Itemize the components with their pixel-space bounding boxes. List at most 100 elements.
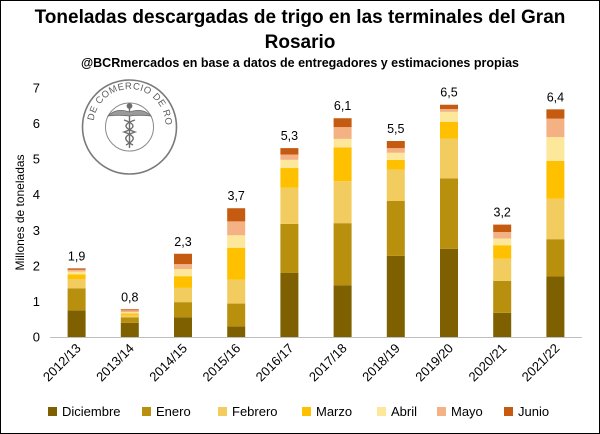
bar-segment-abril-2015-16: [227, 235, 246, 248]
bar-segment-abril-2018-19: [386, 152, 405, 160]
bar-segment-abril-2016-17: [280, 159, 299, 169]
legend-swatch-mayo: [437, 407, 446, 416]
bar-segment-mayo-2018-19: [386, 148, 405, 153]
bar-segment-junio-2018-19: [386, 141, 405, 149]
y-tick-label: 3: [33, 223, 40, 238]
legend-swatch-febrero: [218, 407, 227, 416]
x-tick-label: 2014/15: [146, 341, 190, 385]
y-tick-label: 6: [33, 116, 40, 131]
total-label: 6,1: [334, 99, 351, 113]
legend-swatch-abril: [377, 407, 386, 416]
bar-segment-marzo-2018-19: [386, 159, 405, 170]
x-tick-label: 2021/22: [519, 341, 563, 385]
legend-label-enero: Enero: [156, 404, 191, 419]
bar-segment-enero-2021-22: [546, 239, 565, 277]
caduceus-icon: [106, 103, 153, 148]
bar-segment-marzo-2020-21: [493, 245, 512, 259]
bar-segment-enero-2013-14: [120, 317, 139, 323]
bar-segment-diciembre-2015-16: [227, 326, 246, 337]
bar-segment-diciembre-2013-14: [120, 322, 139, 337]
total-label: 5,5: [387, 122, 404, 136]
seal-outer-ring: [81, 79, 178, 175]
legend-label-febrero: Febrero: [232, 404, 278, 419]
bar-segment-mayo-2021-22: [546, 118, 565, 138]
bar-segment-junio-2012-13: [67, 268, 86, 270]
bar-segment-diciembre-2020-21: [493, 312, 512, 337]
bar-segment-enero-2014-15: [174, 302, 192, 318]
chart-title-line-1: Toneladas descargadas de trigo en las te…: [34, 7, 566, 28]
bar-segment-marzo-2012-13: [67, 274, 86, 280]
bar-segment-abril-2019-20: [440, 111, 458, 122]
bar-segment-enero-2019-20: [440, 178, 458, 249]
bar-segment-febrero-2020-21: [493, 258, 512, 281]
bar-segment-mayo-2015-16: [227, 221, 246, 236]
legend-swatch-enero: [142, 407, 151, 416]
x-tick-label: 2013/14: [93, 341, 137, 385]
x-tick-label: 2017/18: [306, 341, 350, 385]
bar-segment-diciembre-2017-18: [333, 285, 352, 337]
bar-segment-abril-2021-22: [546, 137, 565, 161]
x-tick-label: 2016/17: [253, 341, 297, 385]
bar-segment-febrero-2019-20: [440, 138, 458, 179]
bar-segment-mayo-2016-17: [280, 154, 299, 160]
bar-segment-febrero-2014-15: [174, 287, 192, 303]
bar-segment-junio-2014-15: [174, 253, 192, 265]
x-tick-label: 2018/19: [359, 341, 403, 385]
total-label: 1,9: [68, 249, 85, 263]
x-tick-label: 2015/16: [199, 341, 243, 385]
bar-segment-enero-2015-16: [227, 303, 246, 327]
total-label: 3,2: [494, 206, 511, 220]
bcr-seal-logo: BOLSA DE COMERCIO DE ROSARIO: [0, 0, 178, 175]
bar-segment-mayo-2012-13: [67, 269, 86, 272]
bar-segment-febrero-2016-17: [280, 187, 299, 224]
bar-segment-diciembre-2021-22: [546, 276, 565, 337]
legend-label-junio: Junio: [518, 404, 549, 419]
total-label: 5,3: [281, 129, 298, 143]
bar-segment-diciembre-2019-20: [440, 248, 458, 337]
legend-swatch-marzo: [302, 407, 311, 416]
legend-swatch-diciembre: [48, 407, 57, 416]
total-label: 6,5: [440, 86, 457, 100]
bar-segment-febrero-2018-19: [386, 169, 405, 201]
bar-segment-mayo-2013-14: [120, 310, 139, 313]
x-tick-label: 2012/13: [40, 341, 84, 385]
y-tick-label: 5: [33, 152, 40, 167]
bar-segment-abril-2013-14: [120, 312, 139, 314]
bar-segment-febrero-2015-16: [227, 279, 246, 304]
legend-label-diciembre: Diciembre: [62, 404, 121, 419]
bar-segment-mayo-2020-21: [493, 232, 512, 239]
bar-segment-junio-2021-22: [546, 109, 565, 119]
bar-segment-mayo-2019-20: [440, 108, 458, 112]
total-label: 0,8: [121, 290, 138, 304]
bar-segment-enero-2020-21: [493, 280, 512, 313]
bar-segment-enero-2012-13: [67, 288, 86, 311]
bar-segment-abril-2020-21: [493, 238, 512, 246]
bar-segment-marzo-2019-20: [440, 121, 458, 139]
x-tick-label: 2019/20: [412, 341, 456, 385]
chart-subtitle: @BCRmercados en base a datos de entregad…: [80, 56, 520, 70]
bar-segment-febrero-2021-22: [546, 198, 565, 240]
legend-label-marzo: Marzo: [316, 404, 352, 419]
bar-segment-marzo-2015-16: [227, 247, 246, 280]
bar-segment-junio-2016-17: [280, 148, 299, 155]
total-label: 6,4: [547, 90, 564, 104]
bar-segment-enero-2016-17: [280, 223, 299, 273]
bar-segment-marzo-2017-18: [333, 147, 352, 182]
bar-segment-junio-2017-18: [333, 118, 352, 128]
total-label: 3,7: [228, 189, 245, 203]
bar-segment-junio-2015-16: [227, 208, 246, 222]
y-axis-title: Millones de toneladas: [13, 154, 27, 270]
bar-segment-diciembre-2014-15: [174, 317, 192, 337]
bar-segment-mayo-2014-15: [174, 264, 192, 270]
bar-segment-marzo-2013-14: [120, 313, 139, 315]
y-tick-label: 1: [33, 294, 40, 309]
bar-segment-febrero-2017-18: [333, 181, 352, 224]
bar-segment-enero-2018-19: [386, 200, 405, 256]
bar-segment-abril-2014-15: [174, 269, 192, 277]
bar-segment-marzo-2016-17: [280, 168, 299, 188]
bar-segment-junio-2019-20: [440, 104, 458, 109]
y-tick-label: 0: [33, 330, 40, 345]
bar-segment-diciembre-2018-19: [386, 255, 405, 337]
bar-segment-marzo-2021-22: [546, 160, 565, 199]
